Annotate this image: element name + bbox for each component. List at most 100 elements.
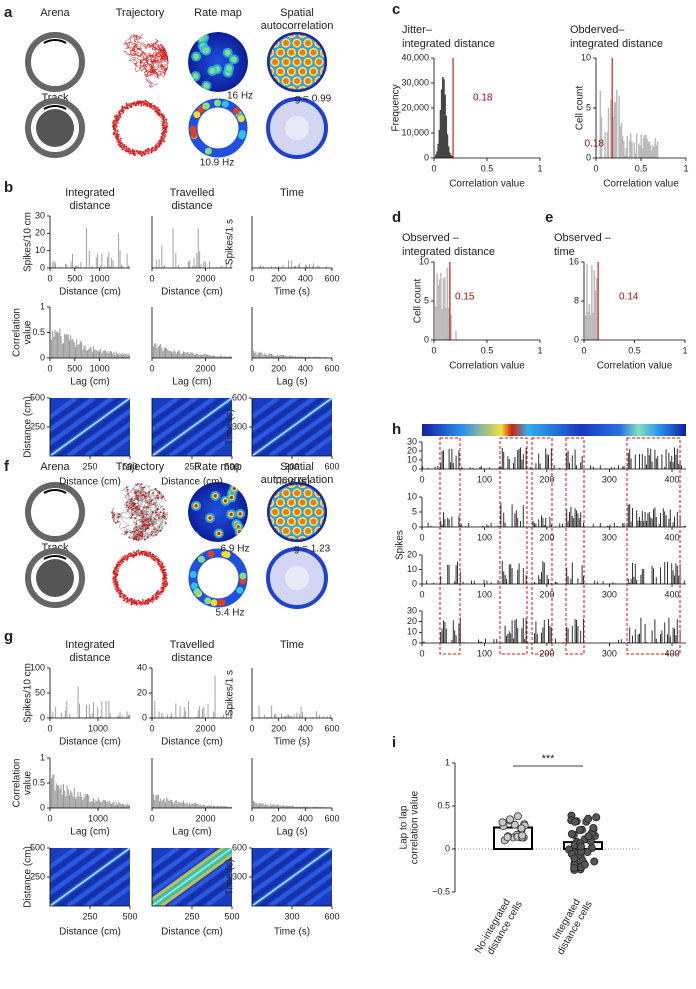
corr-bar — [307, 806, 308, 808]
corr-bar — [66, 785, 68, 808]
spike — [134, 517, 137, 520]
spike — [151, 511, 154, 514]
spike-bar — [532, 520, 534, 527]
spike — [156, 513, 158, 516]
spike-bar — [451, 448, 453, 469]
y-tick-label: 0 — [586, 152, 591, 162]
spike — [159, 568, 162, 571]
hist-bar — [77, 686, 79, 718]
spike-bar — [580, 582, 582, 584]
hist-bar — [624, 155, 626, 158]
corr-bar — [165, 802, 166, 808]
x-tick-label: 1000 — [90, 363, 110, 373]
spike — [135, 526, 138, 528]
spike — [128, 536, 131, 539]
spike-bar — [683, 580, 685, 584]
x-tick-label: 100 — [477, 474, 492, 484]
corr-bar — [58, 784, 60, 808]
spike-bar — [675, 563, 677, 584]
hist-bar — [599, 90, 602, 158]
corr-bar — [175, 353, 177, 358]
corr-bar — [175, 800, 177, 808]
spike-bar — [461, 524, 463, 527]
spike — [147, 518, 150, 521]
spike — [142, 521, 145, 523]
hist-bar — [207, 703, 209, 718]
hist-bar — [84, 266, 86, 268]
panel-letter: h — [392, 421, 401, 438]
spike — [144, 99, 147, 102]
spike — [143, 494, 146, 497]
corr-bar — [303, 806, 305, 808]
spike — [147, 147, 150, 150]
hist-bar — [223, 714, 224, 718]
y-tick-label: 8 — [574, 295, 579, 305]
spike-bar — [468, 522, 470, 527]
hist-bar — [587, 312, 589, 340]
corr-bar — [119, 353, 121, 358]
hist-bar — [162, 716, 164, 718]
hist-bar — [631, 142, 633, 158]
hist-bar — [282, 717, 284, 718]
hist-bar — [323, 716, 324, 718]
hist-bar — [309, 263, 310, 268]
spike — [123, 594, 125, 596]
x-axis-label: Distance (cm) — [161, 927, 223, 938]
hist-bar — [318, 714, 320, 718]
spike-bar — [444, 622, 446, 643]
spike — [136, 490, 139, 493]
corr-bar — [195, 803, 196, 808]
axes — [47, 306, 130, 361]
spike-bar — [654, 619, 656, 643]
spike-bar — [672, 522, 674, 527]
hist-bar — [182, 716, 184, 718]
corr-bar — [190, 352, 192, 358]
spike — [163, 131, 166, 134]
threshold-label: 0.18 — [585, 139, 605, 150]
hist-bar — [639, 145, 641, 158]
spike — [112, 121, 114, 124]
spike — [136, 150, 138, 153]
corr-bar — [173, 803, 175, 808]
spike — [132, 503, 135, 505]
x-tick-label: 400 — [298, 723, 313, 733]
corr-bar — [71, 792, 73, 808]
spike-bar — [556, 582, 558, 584]
spike-bar — [668, 617, 670, 643]
spike-bar — [548, 455, 549, 469]
spike — [156, 112, 159, 115]
spike — [164, 585, 167, 588]
hist-bar — [97, 707, 99, 718]
spike — [154, 110, 157, 113]
corr-bar — [162, 351, 164, 358]
spike — [119, 595, 121, 598]
spike-bar — [641, 453, 643, 469]
hist-bar — [647, 141, 650, 158]
spike-bar — [555, 638, 556, 643]
spike-bar — [574, 619, 576, 643]
y-tick-label: 0 — [40, 712, 45, 722]
spike-bar — [473, 580, 475, 584]
hist-bar — [271, 705, 273, 718]
spike-bar — [448, 448, 450, 469]
spike-bar — [507, 633, 509, 643]
hist-bar — [199, 251, 201, 268]
hist-bar — [158, 259, 160, 268]
spike-bar — [606, 525, 608, 527]
spike — [117, 118, 120, 121]
spike — [156, 529, 159, 532]
x-axis-label: Correlation value — [449, 361, 525, 372]
corr-bar — [215, 806, 217, 808]
spike — [152, 492, 154, 494]
hist-bar — [172, 228, 174, 268]
spike — [136, 506, 139, 508]
spike-bar — [668, 452, 670, 469]
y-axis-label: Spikes/1 s — [225, 670, 236, 716]
spike — [143, 486, 146, 489]
corr-bar — [64, 790, 66, 808]
corr-bar — [286, 805, 288, 808]
hist-bar — [109, 266, 111, 268]
corr-bar — [157, 794, 159, 808]
y-tick-label: 0.5 — [32, 777, 45, 787]
corr-bar — [160, 798, 162, 808]
